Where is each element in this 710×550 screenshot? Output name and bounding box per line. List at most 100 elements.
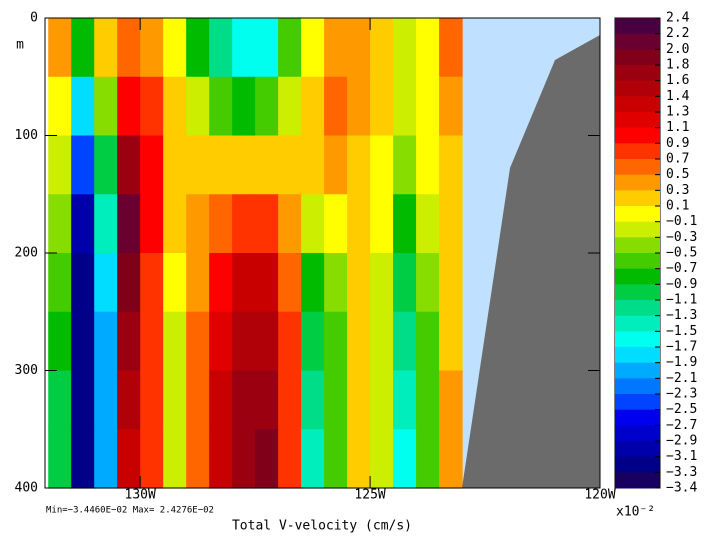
colorbar-label: −0.5 xyxy=(666,246,697,261)
colorbar-label: 0.5 xyxy=(666,167,689,182)
colorbar-swatch xyxy=(615,362,660,379)
contour-cell xyxy=(48,18,72,78)
contour-cell xyxy=(393,253,417,313)
land-mask xyxy=(462,35,600,488)
colorbar-swatch xyxy=(615,127,660,144)
contour-cell xyxy=(71,370,95,430)
contour-cell xyxy=(324,194,348,254)
contour-cell xyxy=(324,253,348,313)
contour-cell xyxy=(278,135,302,195)
contour-cell xyxy=(186,253,210,313)
contour-cell xyxy=(278,311,302,372)
colorbar-swatch xyxy=(615,237,660,254)
colorbar-swatch xyxy=(615,441,660,458)
contour-cell xyxy=(370,135,394,195)
contour-cell xyxy=(347,370,371,430)
contour-cell xyxy=(48,370,72,430)
contour-cell xyxy=(439,194,463,254)
contour-cell xyxy=(439,18,463,78)
y-tick-label: 200 xyxy=(15,246,38,261)
colorbar-label: −3.3 xyxy=(666,465,697,480)
contour-cell xyxy=(393,76,417,137)
contour-field xyxy=(48,18,463,489)
contour-cell xyxy=(94,253,118,313)
colorbar-swatch xyxy=(615,80,660,97)
colorbar-swatch xyxy=(615,253,660,270)
contour-cell xyxy=(324,135,348,195)
contour-cell xyxy=(393,18,417,78)
contour-cell xyxy=(232,311,256,372)
colorbar-label: −2.3 xyxy=(666,387,697,402)
colorbar-swatch xyxy=(615,409,660,426)
colorbar-label: 1.1 xyxy=(666,120,689,135)
colorbar-label: 0.3 xyxy=(666,183,689,198)
contour-cell xyxy=(209,370,233,430)
contour-cell xyxy=(301,135,325,195)
contour-cell xyxy=(94,18,118,78)
contour-cell xyxy=(71,253,95,313)
contour-cell xyxy=(140,76,164,137)
contour-cell xyxy=(232,18,256,78)
contour-cell xyxy=(140,429,164,489)
contour-cell xyxy=(163,135,187,195)
contour-cell xyxy=(439,429,463,489)
contour-cell xyxy=(186,194,210,254)
contour-cell xyxy=(48,135,72,195)
contour-cell xyxy=(393,311,417,372)
contour-cell xyxy=(439,253,463,313)
colorbar-swatch xyxy=(615,331,660,348)
contour-cell xyxy=(370,18,394,78)
y-tick-label: 300 xyxy=(15,363,38,378)
contour-cell xyxy=(140,253,164,313)
contour-cell xyxy=(163,311,187,372)
contour-cell xyxy=(186,429,210,489)
colorbar-label: −1.1 xyxy=(666,293,697,308)
contour-cell xyxy=(416,18,440,78)
contour-cell xyxy=(48,311,72,372)
colorbar-label: 0.9 xyxy=(666,136,689,151)
contour-cell xyxy=(301,76,325,137)
y-axis-label: m xyxy=(16,38,24,53)
contour-cell xyxy=(48,194,72,254)
colorbar-label: −3.4 xyxy=(666,481,697,496)
contour-cell xyxy=(232,76,256,137)
contour-cell xyxy=(416,311,440,372)
colorbar-swatch xyxy=(615,284,660,301)
contour-cell xyxy=(416,76,440,137)
contour-cell xyxy=(347,429,371,489)
colorbar-swatch xyxy=(615,300,660,317)
contour-cell xyxy=(163,370,187,430)
colorbar-label: −0.3 xyxy=(666,230,697,245)
contour-cell xyxy=(301,18,325,78)
contour-cell xyxy=(140,370,164,430)
contour-cell xyxy=(71,194,95,254)
contour-cell xyxy=(117,253,141,313)
colorbar-label: 1.6 xyxy=(666,73,689,88)
contour-cell xyxy=(301,311,325,372)
colorbar-swatch xyxy=(615,96,660,113)
contour-cell xyxy=(48,253,72,313)
contour-cell xyxy=(370,194,394,254)
colorbar-label: −1.7 xyxy=(666,340,697,355)
contour-cell xyxy=(255,76,279,137)
contour-cell xyxy=(255,253,279,313)
colorbar-swatch xyxy=(615,268,660,285)
contour-cell xyxy=(347,194,371,254)
contour-cell xyxy=(439,135,463,195)
contour-cell xyxy=(94,194,118,254)
colorbar-swatch xyxy=(615,112,660,129)
contour-cell xyxy=(301,429,325,489)
contour-cell xyxy=(186,311,210,372)
contour-cell xyxy=(71,76,95,137)
colorbar-label: 2.2 xyxy=(666,26,689,41)
contour-cell xyxy=(117,429,141,489)
contour-cell xyxy=(439,76,463,137)
contour-cell xyxy=(48,429,72,489)
contour-cell xyxy=(232,429,256,489)
contour-cell xyxy=(163,18,187,78)
contour-cell xyxy=(186,18,210,78)
colorbar-label: 0.7 xyxy=(666,152,689,167)
contour-cell xyxy=(94,370,118,430)
contour-cell xyxy=(370,429,394,489)
contour-cell xyxy=(370,311,394,372)
